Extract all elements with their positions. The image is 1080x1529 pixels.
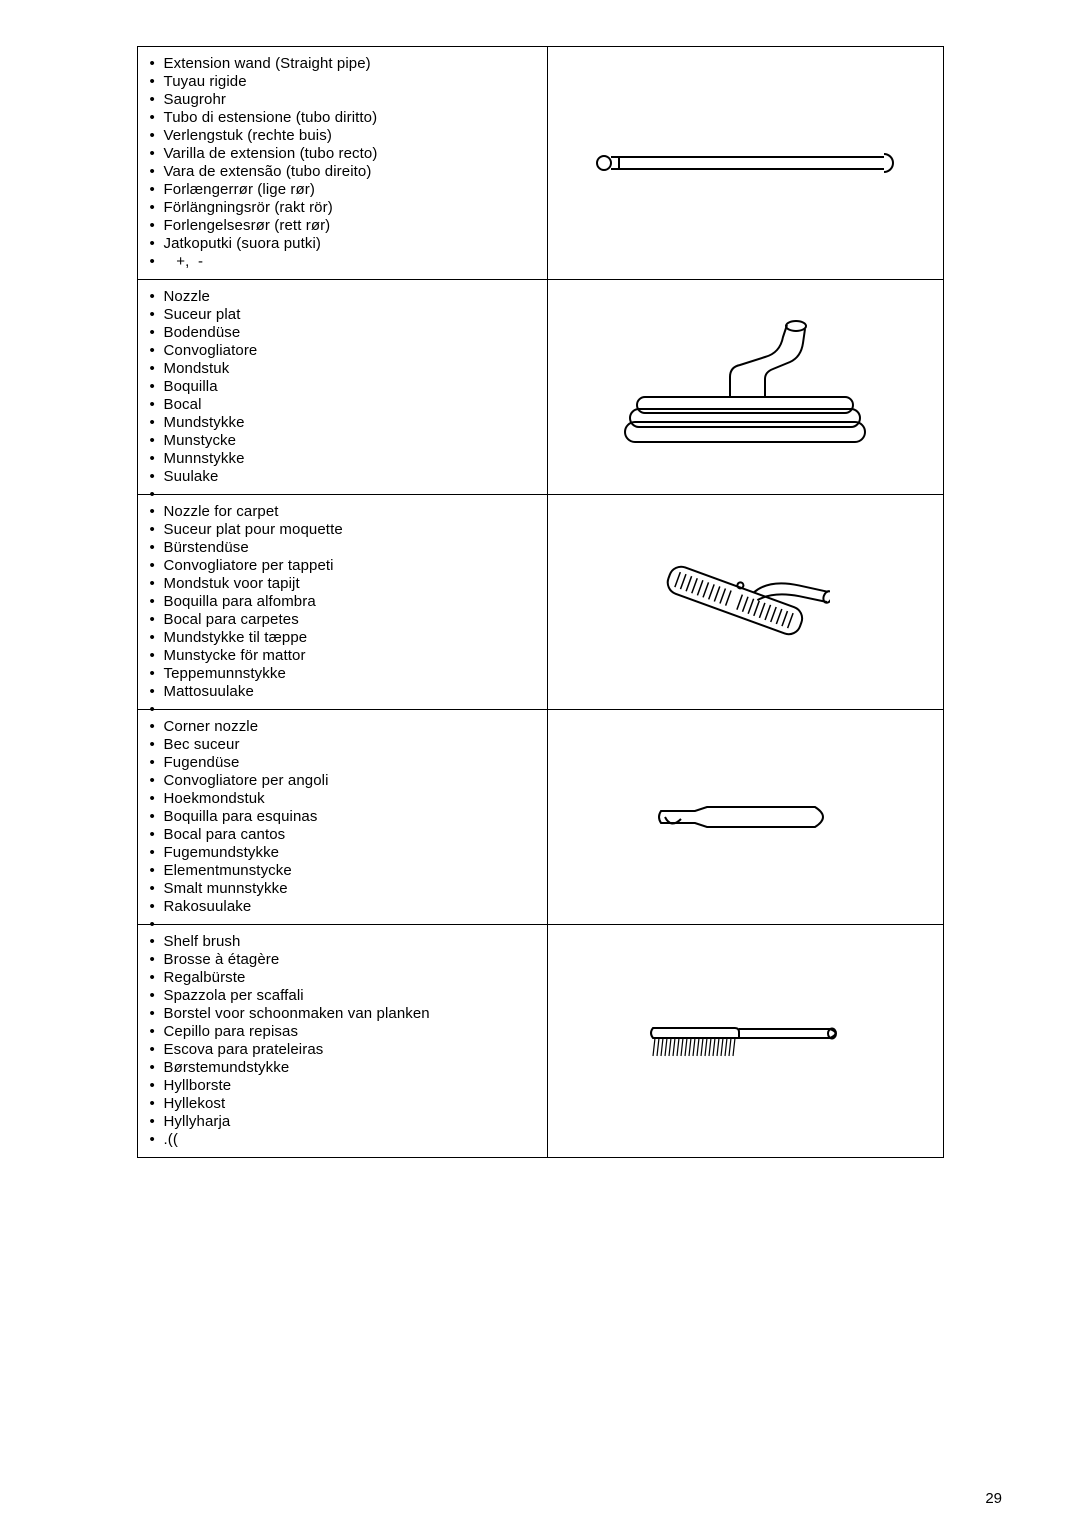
term: Brosse à étagère: [150, 951, 535, 969]
terms-list: Shelf brush Brosse à étagère Regalbürste…: [150, 933, 535, 1149]
page-number: 29: [985, 1490, 1002, 1507]
term: Tuyau rigide: [150, 73, 535, 91]
term: Cepillo para repisas: [150, 1023, 535, 1041]
term: Forlængerrør (lige rør): [150, 181, 535, 199]
term: Hyllekost: [150, 1095, 535, 1113]
nozzle-icon: [615, 317, 875, 457]
term: Suceur plat: [150, 306, 535, 324]
term: Convogliatore per angoli: [150, 772, 535, 790]
term: Bocal: [150, 396, 535, 414]
corner-nozzle-icon: [655, 797, 835, 837]
illustration-cell: [547, 925, 943, 1158]
term: Boquilla: [150, 378, 535, 396]
term: Boquilla para esquinas: [150, 808, 535, 826]
term: Shelf brush: [150, 933, 535, 951]
extension-wand-icon: [595, 148, 895, 178]
term: Rakosuulake: [150, 898, 535, 916]
term: Smalt munnstykke: [150, 880, 535, 898]
term: Nozzle for carpet: [150, 503, 535, 521]
terms-list: Corner nozzle Bec suceur Fugendüse Convo…: [150, 718, 535, 916]
term: Bürstendüse: [150, 539, 535, 557]
term: Mattosuulake: [150, 683, 535, 701]
term: Munstycke för mattor: [150, 647, 535, 665]
term: Suulake: [150, 468, 535, 486]
term: Tubo di estensione (tubo diritto): [150, 109, 535, 127]
term: Spazzola per scaffali: [150, 987, 535, 1005]
term: Hyllborste: [150, 1077, 535, 1095]
terms-cell: Extension wand (Straight pipe) Tuyau rig…: [137, 47, 547, 280]
term: Convogliatore: [150, 342, 535, 360]
term: Bocal para cantos: [150, 826, 535, 844]
term: Hoekmondstuk: [150, 790, 535, 808]
term: Forlengelsesrør (rett rør): [150, 217, 535, 235]
terms-list: Nozzle for carpet Suceur plat pour moque…: [150, 503, 535, 701]
term: Convogliatore per tappeti: [150, 557, 535, 575]
table-row: Corner nozzle Bec suceur Fugendüse Convo…: [137, 710, 943, 925]
term: Mundstykke: [150, 414, 535, 432]
term: Børstemundstykke: [150, 1059, 535, 1077]
term: Fugendüse: [150, 754, 535, 772]
term: Nozzle: [150, 288, 535, 306]
terms-cell: Shelf brush Brosse à étagère Regalbürste…: [137, 925, 547, 1158]
term: Borstel voor schoonmaken van planken: [150, 1005, 535, 1023]
illustration-cell: [547, 280, 943, 495]
terms-cell: Nozzle for carpet Suceur plat pour moque…: [137, 495, 547, 710]
term: Mondstuk voor tapijt: [150, 575, 535, 593]
term: +, -: [150, 253, 535, 271]
illustration-cell: [547, 710, 943, 925]
term: Extension wand (Straight pipe): [150, 55, 535, 73]
term: Regalbürste: [150, 969, 535, 987]
term: Bodendüse: [150, 324, 535, 342]
term: Jatkoputki (suora putki): [150, 235, 535, 253]
terms-list: Nozzle Suceur plat Bodendüse Convogliato…: [150, 288, 535, 486]
terms-cell: Corner nozzle Bec suceur Fugendüse Convo…: [137, 710, 547, 925]
term: .((: [150, 1131, 535, 1149]
term: Elementmunstycke: [150, 862, 535, 880]
term: Boquilla para alfombra: [150, 593, 535, 611]
term: Verlengstuk (rechte buis): [150, 127, 535, 145]
table-row: Shelf brush Brosse à étagère Regalbürste…: [137, 925, 943, 1158]
term: Vara de extensão (tubo direito): [150, 163, 535, 181]
term: Munstycke: [150, 432, 535, 450]
term: Fugemundstykke: [150, 844, 535, 862]
term: Mundstykke til tæppe: [150, 629, 535, 647]
manual-page: Extension wand (Straight pipe) Tuyau rig…: [0, 0, 1080, 1529]
illustration-cell: [547, 495, 943, 710]
accessories-table: Extension wand (Straight pipe) Tuyau rig…: [137, 46, 944, 1158]
term: Teppemunnstykke: [150, 665, 535, 683]
table-row: Nozzle Suceur plat Bodendüse Convogliato…: [137, 280, 943, 495]
term: Varilla de extension (tubo recto): [150, 145, 535, 163]
terms-list: Extension wand (Straight pipe) Tuyau rig…: [150, 55, 535, 271]
term: Escova para prateleiras: [150, 1041, 535, 1059]
term: Mondstuk: [150, 360, 535, 378]
term: Bocal para carpetes: [150, 611, 535, 629]
terms-cell: Nozzle Suceur plat Bodendüse Convogliato…: [137, 280, 547, 495]
term: Munnstykke: [150, 450, 535, 468]
term: Corner nozzle: [150, 718, 535, 736]
term: Hyllyharja: [150, 1113, 535, 1131]
term: Bec suceur: [150, 736, 535, 754]
term: Förlängningsrör (rakt rör): [150, 199, 535, 217]
shelf-brush-icon: [645, 1016, 845, 1066]
illustration-cell: [547, 47, 943, 280]
term: Suceur plat pour moquette: [150, 521, 535, 539]
table-row: Extension wand (Straight pipe) Tuyau rig…: [137, 47, 943, 280]
carpet-nozzle-icon: [660, 552, 830, 652]
table-row: Nozzle for carpet Suceur plat pour moque…: [137, 495, 943, 710]
term: Saugrohr: [150, 91, 535, 109]
